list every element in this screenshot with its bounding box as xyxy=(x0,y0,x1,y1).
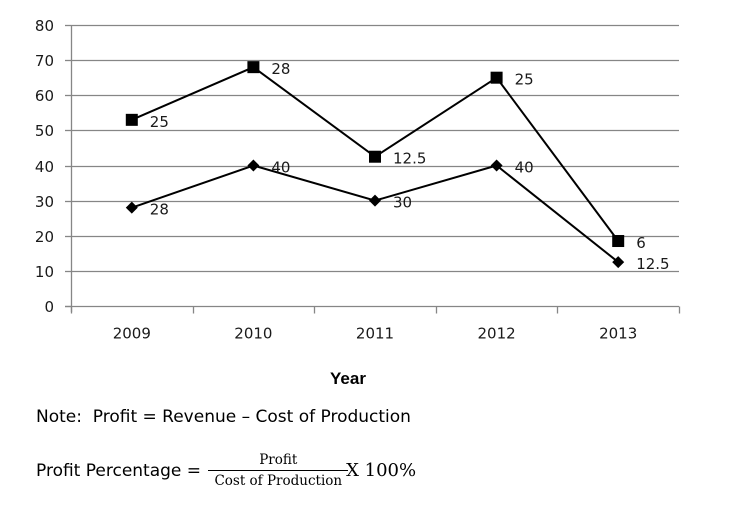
data-label: 25 xyxy=(150,113,169,131)
profit-percentage-formula: Profit Percentage = Profit Cost of Produ… xyxy=(36,452,416,489)
series-square: 25 28 12.5 25 6 xyxy=(125,60,646,252)
formula-multiplier: X 100% xyxy=(346,460,417,481)
x-tick-label: 2011 xyxy=(356,325,394,343)
data-label: 12.5 xyxy=(393,150,426,168)
data-label: 30 xyxy=(393,194,412,212)
formula-numerator: Profit xyxy=(208,452,349,471)
y-tick-label: 10 xyxy=(35,263,54,281)
square-marker xyxy=(125,113,138,126)
formula-fraction: Profit Cost of Production xyxy=(208,452,349,489)
diamond-marker xyxy=(490,159,503,172)
data-label: 12.5 xyxy=(636,255,669,273)
x-tick-label: 2012 xyxy=(478,325,516,343)
gridlines xyxy=(71,24,679,273)
axes xyxy=(65,24,681,314)
y-tick-label: 0 xyxy=(44,298,54,316)
y-tick-label: 20 xyxy=(35,228,54,246)
y-tick-label: 30 xyxy=(35,193,54,211)
x-tick-labels: 2009 2010 2011 2012 2013 xyxy=(113,325,638,343)
y-tick-label: 70 xyxy=(35,52,54,70)
x-tick-label: 2013 xyxy=(599,325,637,343)
x-tick-label: 2009 xyxy=(113,325,151,343)
x-axis-title: Year xyxy=(330,369,366,388)
data-label: 40 xyxy=(271,159,290,177)
y-tick-label: 50 xyxy=(35,122,54,140)
square-marker xyxy=(369,150,381,163)
data-label: 28 xyxy=(150,201,169,219)
data-label: 6 xyxy=(636,234,646,252)
formula-denominator: Cost of Production xyxy=(214,473,343,489)
square-marker xyxy=(612,235,625,248)
diamond-marker xyxy=(612,256,625,269)
y-tick-label: 60 xyxy=(35,87,54,105)
y-tick-labels: 0 10 20 30 40 50 60 70 80 xyxy=(35,17,54,316)
x-tick-label: 2010 xyxy=(234,325,272,343)
diamond-marker xyxy=(125,201,138,214)
y-tick-label: 40 xyxy=(35,158,54,176)
data-label: 40 xyxy=(515,159,534,177)
diamond-marker xyxy=(247,159,260,172)
series: 25 28 12.5 25 6 28 40 30 40 12.5 xyxy=(125,60,670,273)
diamond-marker xyxy=(369,194,381,207)
series-diamond: 28 40 30 40 12.5 xyxy=(125,159,670,273)
formula-lhs: Profit Percentage = xyxy=(36,460,207,481)
series-line xyxy=(131,164,619,263)
square-marker xyxy=(247,61,260,74)
square-marker xyxy=(490,71,503,84)
y-tick-label: 80 xyxy=(35,17,54,35)
data-label: 25 xyxy=(515,71,534,89)
line-chart: 0 10 20 30 40 50 60 70 80 2009 2010 2011 2012 2013 2… xyxy=(35,17,681,388)
note-text: Note: Profit = Revenue – Cost of Product… xyxy=(36,407,411,427)
data-label: 28 xyxy=(271,60,290,78)
